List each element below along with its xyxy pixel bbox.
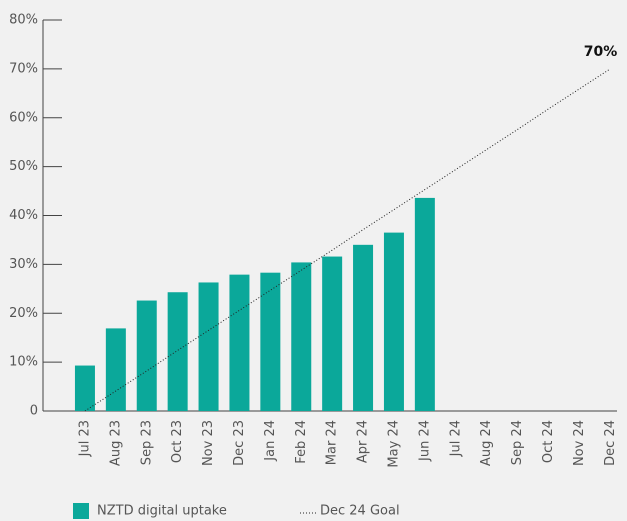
- legend-label: NZTD digital uptake: [97, 504, 227, 519]
- bar: [229, 274, 250, 411]
- x-tick-label: Oct 24: [541, 420, 556, 463]
- y-tick-label: 10%: [9, 355, 38, 370]
- legend-swatch: [73, 503, 89, 519]
- x-tick-label: May 24: [386, 420, 401, 468]
- x-tick-label: Jun 24: [417, 420, 432, 462]
- x-tick-label: Feb 24: [294, 420, 309, 464]
- y-tick-label: 70%: [9, 61, 38, 76]
- bar: [291, 262, 312, 411]
- goal-line: [84, 68, 611, 412]
- x-tick-label: Nov 24: [572, 420, 587, 466]
- y-tick-label: 0: [30, 404, 38, 419]
- x-tick-label: Mar 24: [325, 420, 340, 465]
- y-tick-label: 40%: [9, 208, 38, 223]
- x-tick-label: Aug 23: [108, 420, 123, 466]
- bar: [105, 328, 126, 411]
- y-tick-label: 60%: [9, 110, 38, 125]
- x-tick-label: Jan 24: [263, 420, 278, 462]
- data-label: 70%: [584, 44, 618, 60]
- bar: [383, 232, 404, 411]
- legend-label: Dec 24 Goal: [320, 504, 400, 519]
- x-tick-label: Apr 24: [356, 420, 371, 463]
- bar: [322, 256, 343, 411]
- x-tick-label: Nov 23: [201, 420, 216, 466]
- bar: [198, 282, 219, 411]
- bar: [414, 197, 435, 411]
- x-tick-label: Jul 24: [448, 420, 463, 457]
- x-tick-label: Dec 23: [232, 420, 247, 466]
- x-tick-label: Aug 24: [479, 420, 494, 466]
- x-tick-label: Jul 23: [77, 420, 92, 457]
- y-tick-label: 30%: [9, 257, 38, 272]
- x-tick-label: Sep 24: [510, 420, 525, 465]
- bar: [74, 365, 95, 411]
- x-tick-label: Oct 23: [170, 420, 185, 463]
- y-tick-label: 50%: [9, 159, 38, 174]
- bar: [353, 244, 374, 411]
- y-tick-label: 20%: [9, 306, 38, 321]
- bar: [167, 292, 188, 411]
- bar: [260, 272, 281, 411]
- bar: [136, 300, 157, 411]
- x-tick-label: Dec 24: [603, 420, 618, 466]
- x-tick-label: Sep 23: [139, 420, 154, 465]
- y-tick-label: 80%: [9, 13, 38, 28]
